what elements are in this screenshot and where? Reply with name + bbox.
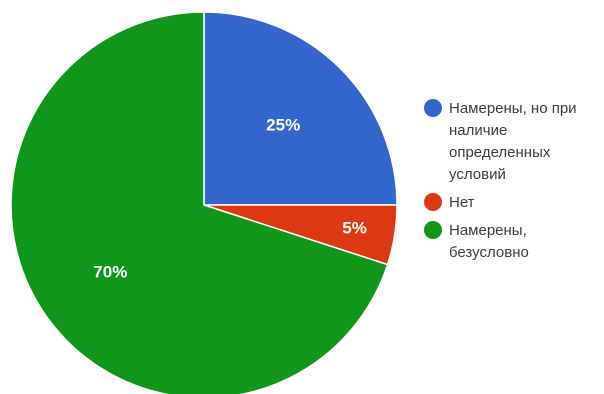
pie-slice-2: [10, 11, 389, 394]
legend-item-0: Намерены, но при наличие определенных ус…: [424, 98, 602, 186]
legend-label-2: Намерены, безусловно: [449, 222, 529, 261]
legend-label-1: Нет: [449, 194, 475, 211]
legend-item-2: Намерены, безусловно: [424, 220, 602, 264]
pie-labels: 25% 5% 70%: [93, 115, 367, 281]
legend-swatch-2: [424, 221, 442, 239]
chart-legend: Намерены, но при наличие определенных ус…: [424, 98, 602, 270]
legend-swatch-1: [424, 193, 442, 211]
slice-value-label-2: 70%: [93, 263, 127, 282]
pie-slice-0: [203, 11, 398, 206]
legend-label-0: Намерены, но при наличие определенных ус…: [449, 100, 577, 183]
slice-value-label-1: 5%: [342, 218, 367, 237]
pie-slices: [10, 11, 398, 394]
legend-swatch-0: [424, 99, 442, 117]
slice-value-label-0: 25%: [266, 115, 300, 134]
legend-item-1: Нет: [424, 192, 602, 214]
